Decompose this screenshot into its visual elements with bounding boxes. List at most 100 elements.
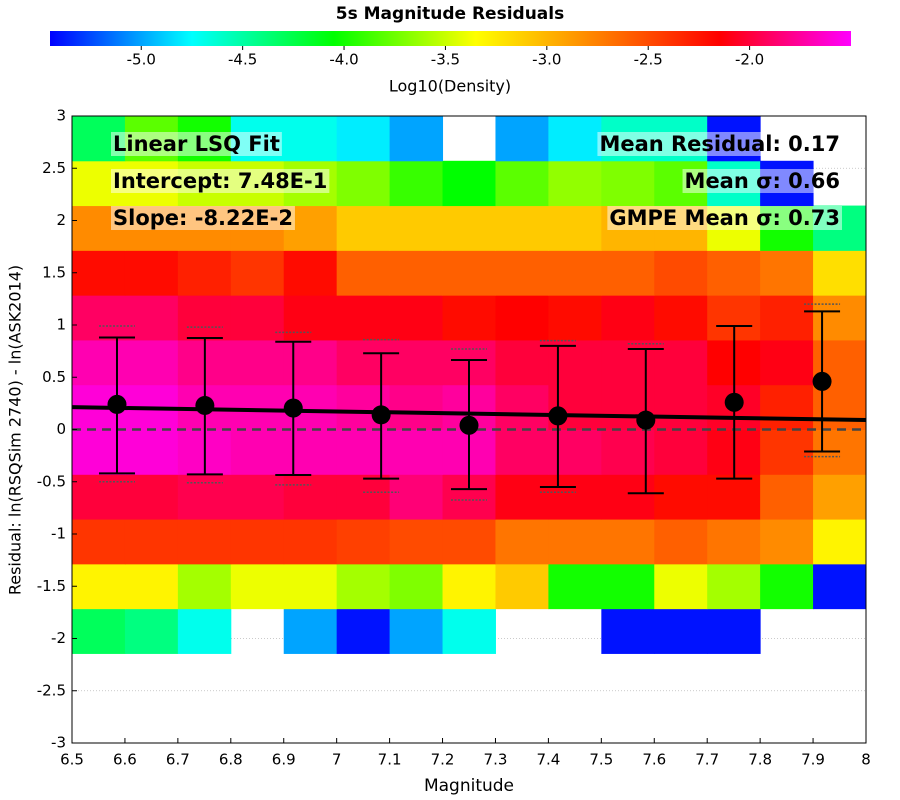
point	[548, 406, 568, 426]
heatmap-cell	[283, 563, 338, 610]
annotation: Mean σ: 0.66	[685, 169, 840, 193]
heatmap-cell	[495, 563, 549, 610]
heatmap-cell	[601, 519, 655, 565]
colorbar-tick-label: -4.0	[329, 51, 358, 69]
heatmap-cell	[124, 563, 179, 610]
y-tick-label: 2	[56, 211, 66, 229]
heatmap-cell	[283, 608, 338, 654]
y-axis-label: Residual: ln(RSQSim 2740) - ln(ASK2014)	[6, 265, 25, 595]
x-tick-label: 7.1	[378, 751, 402, 769]
heatmap-cell	[177, 608, 232, 654]
heatmap-cell	[230, 250, 285, 296]
heatmap-cell	[389, 250, 444, 296]
heatmap-cell	[124, 519, 179, 565]
colorbar	[50, 31, 851, 46]
heatmap-cell	[654, 563, 708, 610]
annotation: GMPE Mean σ: 0.73	[609, 206, 840, 230]
y-tick-label: -1.5	[37, 577, 66, 595]
heatmap-cell	[389, 608, 444, 654]
heatmap-cell	[389, 116, 444, 162]
heatmap-cell	[707, 519, 761, 565]
colorbar-tick-label: -2.5	[634, 51, 663, 69]
point	[283, 398, 303, 418]
x-tick-label: 6.8	[219, 751, 243, 769]
heatmap-cell	[230, 384, 285, 430]
annotation: Linear LSQ Fit	[113, 132, 280, 156]
heatmap-cell	[72, 295, 126, 341]
heatmap-cell	[654, 339, 708, 386]
heatmap-cell	[760, 474, 814, 520]
heatmap-cell	[336, 160, 391, 207]
heatmap-cell	[389, 339, 444, 386]
heatmap-cell	[230, 474, 285, 520]
heatmap-cell	[283, 295, 338, 341]
heatmap-cell	[760, 339, 814, 386]
heatmap-cell	[442, 205, 496, 251]
point	[812, 371, 832, 391]
heatmap-cell	[283, 250, 338, 296]
heatmap-cell	[72, 250, 126, 296]
y-tick-label: 0	[56, 420, 66, 438]
heatmap-cell	[813, 250, 867, 296]
heatmap-cell	[283, 339, 338, 386]
annotation: Mean Residual: 0.17	[599, 132, 840, 156]
heatmap-cell	[548, 474, 602, 520]
x-tick-label: 8	[861, 751, 871, 769]
heatmap-cell	[548, 205, 602, 251]
heatmap-cell	[336, 295, 391, 341]
y-tick-label: -0.5	[37, 472, 66, 490]
heatmap-cell	[124, 429, 179, 475]
heatmap-cell	[336, 474, 391, 520]
heatmap-cell	[760, 384, 814, 430]
x-tick-label: 7.3	[484, 751, 508, 769]
heatmap-cell	[813, 474, 867, 520]
heatmap-cell	[72, 608, 126, 654]
heatmap-cell	[336, 205, 391, 251]
x-tick-label: 6.9	[272, 751, 296, 769]
heatmap-cell	[548, 295, 602, 341]
x-axis-label: Magnitude	[424, 776, 514, 796]
y-tick-label: -1	[51, 525, 66, 543]
y-tick-label: 1.5	[42, 263, 66, 281]
point	[195, 395, 215, 415]
heatmap-cell	[124, 250, 179, 296]
point	[371, 405, 391, 425]
heatmap-cell	[442, 295, 496, 341]
heatmap-cell	[707, 563, 761, 610]
point	[724, 392, 744, 412]
heatmap-cell	[283, 519, 338, 565]
point	[636, 410, 656, 430]
heatmap-cell	[654, 608, 708, 654]
heatmap-cell	[389, 295, 444, 341]
heatmap-cell	[654, 474, 708, 520]
heatmap-cell	[495, 429, 549, 475]
heatmap-cell	[760, 563, 814, 610]
point	[459, 415, 479, 435]
heatmap-cell	[389, 205, 444, 251]
x-tick-label: 7.5	[589, 751, 613, 769]
heatmap-cell	[548, 429, 602, 475]
heatmap-cell	[442, 160, 496, 207]
heatmap-cell	[548, 519, 602, 565]
x-tick-label: 7.9	[801, 751, 825, 769]
heatmap-cell	[283, 429, 338, 475]
heatmap-cell	[601, 295, 655, 341]
heatmap-cell	[601, 250, 655, 296]
point	[107, 394, 127, 414]
colorbar-tick-label: -5.0	[127, 51, 156, 69]
heatmap-cell	[707, 474, 761, 520]
annotation: Slope: -8.22E-2	[113, 206, 293, 230]
heatmap-cell	[177, 295, 232, 341]
heatmap-cell	[707, 250, 761, 296]
x-tick-label: 7.7	[695, 751, 719, 769]
heatmap-cell	[654, 295, 708, 341]
heatmap-cell	[442, 608, 496, 654]
y-tick-label: -2	[51, 629, 66, 647]
annotation-box	[111, 169, 330, 193]
x-tick-label: 6.7	[166, 751, 190, 769]
heatmap-cell	[495, 519, 549, 565]
heatmap-cell	[336, 519, 391, 565]
heatmap-cell	[230, 519, 285, 565]
